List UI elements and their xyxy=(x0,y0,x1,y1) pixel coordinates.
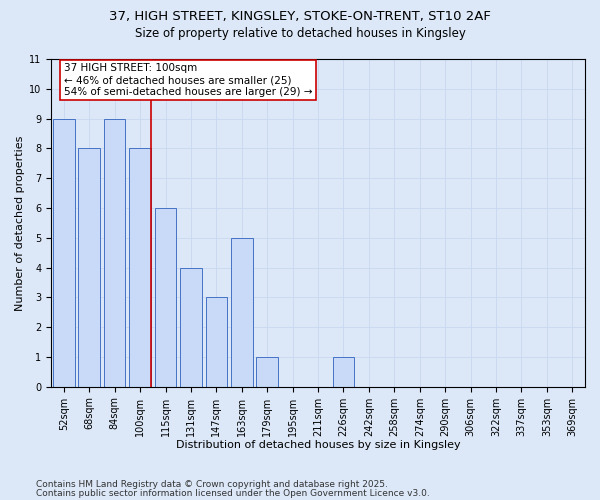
Bar xyxy=(256,357,278,386)
Bar xyxy=(79,148,100,386)
Bar xyxy=(332,357,354,386)
Y-axis label: Number of detached properties: Number of detached properties xyxy=(15,135,25,310)
Text: 37, HIGH STREET, KINGSLEY, STOKE-ON-TRENT, ST10 2AF: 37, HIGH STREET, KINGSLEY, STOKE-ON-TREN… xyxy=(109,10,491,23)
Bar xyxy=(155,208,176,386)
Bar xyxy=(130,148,151,386)
Bar xyxy=(104,118,125,386)
Text: Contains HM Land Registry data © Crown copyright and database right 2025.: Contains HM Land Registry data © Crown c… xyxy=(36,480,388,489)
Bar xyxy=(231,238,253,386)
Text: 37 HIGH STREET: 100sqm
← 46% of detached houses are smaller (25)
54% of semi-det: 37 HIGH STREET: 100sqm ← 46% of detached… xyxy=(64,64,313,96)
Bar xyxy=(53,118,74,386)
Text: Size of property relative to detached houses in Kingsley: Size of property relative to detached ho… xyxy=(134,28,466,40)
Bar xyxy=(206,298,227,386)
Text: Contains public sector information licensed under the Open Government Licence v3: Contains public sector information licen… xyxy=(36,488,430,498)
X-axis label: Distribution of detached houses by size in Kingsley: Distribution of detached houses by size … xyxy=(176,440,460,450)
Bar xyxy=(180,268,202,386)
